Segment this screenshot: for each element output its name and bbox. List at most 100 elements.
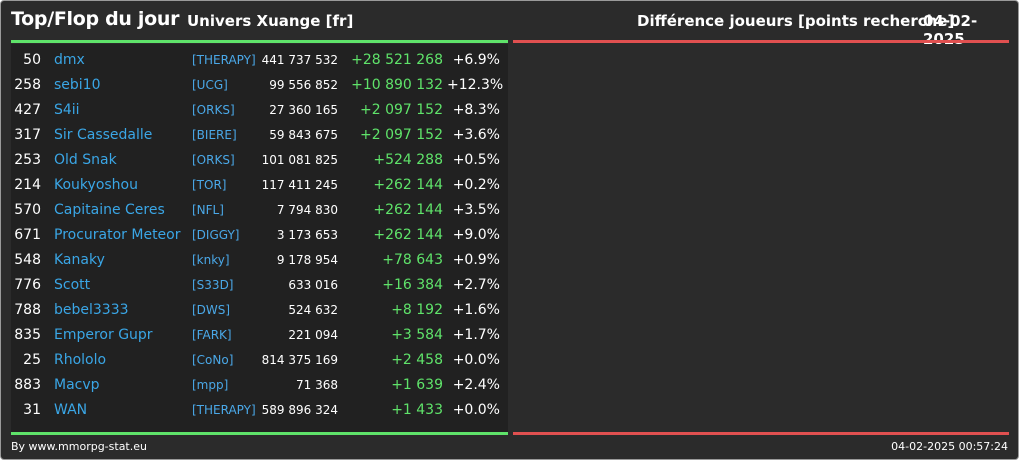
percent-change: +3.5%	[452, 202, 500, 218]
player-points: 71 368	[296, 378, 338, 392]
player-name-link[interactable]: Emperor Gupr	[54, 327, 153, 343]
player-rank: 258	[14, 77, 41, 93]
page-title: Top/Flop du jour	[11, 8, 180, 30]
alliance-tag-link[interactable]: [DWS]	[192, 303, 231, 317]
alliance-tag-link[interactable]: [NFL]	[192, 203, 224, 217]
player-rank: 25	[23, 352, 41, 368]
player-name-link[interactable]: Koukyoshou	[54, 177, 138, 193]
points-difference: +2 097 152	[360, 102, 443, 118]
player-points: 441 737 532	[261, 53, 338, 67]
points-difference: +262 144	[373, 202, 443, 218]
player-name-link[interactable]: Capitaine Ceres	[54, 202, 165, 218]
points-difference: +3 584	[391, 327, 443, 343]
player-rank: 31	[23, 402, 41, 418]
player-name-link[interactable]: sebi10	[54, 77, 101, 93]
player-rank: 570	[14, 202, 41, 218]
footer-timestamp: 04-02-2025 00:57:24	[891, 440, 1008, 453]
percent-change: +2.7%	[452, 277, 500, 293]
top-divider-red	[513, 40, 1009, 43]
points-difference: +78 643	[382, 252, 443, 268]
alliance-tag-link[interactable]: [BIERE]	[192, 128, 237, 142]
table-row: 570 Capitaine Ceres [NFL] 7 794 830 +262 144…	[11, 198, 508, 223]
table-row: 317 Sir Cassedalle [BIERE] 59 843 675 +2 097…	[11, 123, 508, 148]
table-row: 258 sebi10 [UCG] 99 556 852 +10 890 132 +12.3…	[11, 73, 508, 98]
player-points: 221 094	[288, 328, 338, 342]
alliance-tag-link[interactable]: [THERAPY]	[192, 53, 256, 67]
percent-change: +9.0%	[452, 227, 500, 243]
table-row: 671 Procurator Meteor [DIGGY] 3 173 653 +262…	[11, 223, 508, 248]
points-difference: +1 433	[391, 402, 443, 418]
player-name-link[interactable]: Kanaky	[54, 252, 105, 268]
player-points: 117 411 245	[261, 178, 338, 192]
player-rank: 317	[14, 127, 41, 143]
points-difference: +524 288	[373, 152, 443, 168]
player-points: 814 375 169	[261, 353, 338, 367]
table-row: 253 Old Snak [ORKS] 101 081 825 +524 288 +0.5…	[11, 148, 508, 173]
player-name-link[interactable]: Scott	[54, 277, 91, 293]
alliance-tag-link[interactable]: [TOR]	[192, 178, 227, 192]
player-points: 27 360 165	[269, 103, 338, 117]
table-row: 776 Scott [S33D] 633 016 +16 384 +2.7%	[11, 273, 508, 298]
date-label: 04-02-2025	[923, 12, 978, 48]
points-difference: +28 521 268	[351, 52, 443, 68]
alliance-tag-link[interactable]: [FARK]	[192, 328, 232, 342]
player-points: 3 173 653	[276, 228, 338, 242]
alliance-tag-link[interactable]: [knky]	[192, 253, 230, 267]
player-rank: 671	[14, 227, 41, 243]
percent-change: +0.0%	[452, 402, 500, 418]
player-name-link[interactable]: Procurator Meteor	[54, 227, 181, 243]
player-name-link[interactable]: Rhololo	[54, 352, 107, 368]
percent-change: +2.4%	[452, 377, 500, 393]
alliance-tag-link[interactable]: [ORKS]	[192, 153, 235, 167]
percent-change: +1.6%	[452, 302, 500, 318]
player-rank: 214	[14, 177, 41, 193]
percent-change: +0.2%	[452, 177, 500, 193]
bottom-divider-green	[11, 432, 508, 435]
player-name-link[interactable]: S4ii	[54, 102, 80, 118]
metric-label: Différence joueurs [points recherche]	[637, 12, 955, 30]
player-name-link[interactable]: WAN	[54, 402, 88, 418]
alliance-tag-link[interactable]: [mpp]	[192, 378, 229, 392]
percent-change: +6.9%	[452, 52, 500, 68]
table-row: 50 dmx [THERAPY] 441 737 532 +28 521 268 +6.9…	[11, 48, 508, 73]
percent-change: +8.3%	[452, 102, 500, 118]
percent-change: +0.9%	[452, 252, 500, 268]
alliance-tag-link[interactable]: [UCG]	[192, 78, 228, 92]
footer-credit: By www.mmorpg-stat.eu	[11, 440, 147, 453]
player-points: 99 556 852	[269, 78, 338, 92]
player-name-link[interactable]: bebel3333	[54, 302, 129, 318]
points-difference: +2 097 152	[360, 127, 443, 143]
table-row: 548 Kanaky [knky] 9 178 954 +78 643 +0.9%	[11, 248, 508, 273]
alliance-tag-link[interactable]: [S33D]	[192, 278, 234, 292]
points-difference: +262 144	[373, 227, 443, 243]
top-divider-green	[11, 40, 508, 43]
universe-label: Univers Xuange [fr]	[187, 12, 354, 30]
player-rank: 788	[14, 302, 41, 318]
player-rank: 548	[14, 252, 41, 268]
points-difference: +10 890 132	[351, 77, 443, 93]
player-rank: 883	[14, 377, 41, 393]
player-points: 101 081 825	[261, 153, 338, 167]
points-difference: +1 639	[391, 377, 443, 393]
table-row: 788 bebel3333 [DWS] 524 632 +8 192 +1.6%	[11, 298, 508, 323]
alliance-tag-link[interactable]: [CoNo]	[192, 353, 234, 367]
player-rank: 776	[14, 277, 41, 293]
player-name-link[interactable]: Sir Cassedalle	[54, 127, 153, 143]
table-row: 25 Rhololo [CoNo] 814 375 169 +2 458 +0.0%	[11, 348, 508, 373]
alliance-tag-link[interactable]: [DIGGY]	[192, 228, 240, 242]
player-name-link[interactable]: Old Snak	[54, 152, 117, 168]
percent-change: +3.6%	[452, 127, 500, 143]
player-points: 59 843 675	[269, 128, 338, 142]
player-points: 633 016	[288, 278, 338, 292]
alliance-tag-link[interactable]: [THERAPY]	[192, 403, 256, 417]
player-points: 7 794 830	[276, 203, 338, 217]
player-name-link[interactable]: dmx	[54, 52, 85, 68]
points-difference: +262 144	[373, 177, 443, 193]
player-name-link[interactable]: Macvp	[54, 377, 100, 393]
top-losers-panel	[513, 44, 1009, 432]
points-difference: +2 458	[391, 352, 443, 368]
points-difference: +8 192	[391, 302, 443, 318]
alliance-tag-link[interactable]: [ORKS]	[192, 103, 235, 117]
table-row: 214 Koukyoshou [TOR] 117 411 245 +262 144 +0.…	[11, 173, 508, 198]
player-rank: 835	[14, 327, 41, 343]
